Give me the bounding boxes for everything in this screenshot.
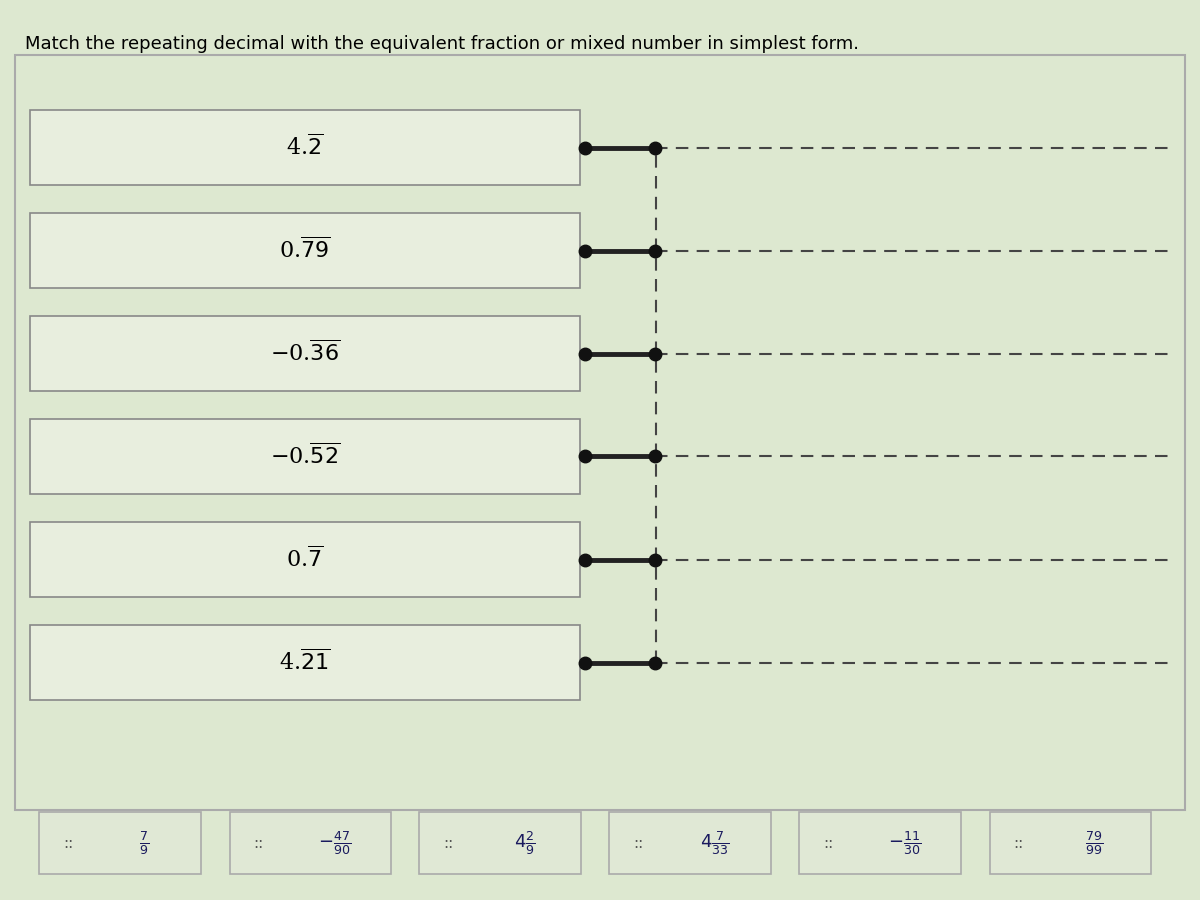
Text: ::: :: bbox=[823, 835, 834, 850]
Text: $-$0.$\overline{36}$: $-$0.$\overline{36}$ bbox=[270, 341, 340, 366]
Text: $\frac{7}{9}$: $\frac{7}{9}$ bbox=[139, 829, 150, 857]
FancyBboxPatch shape bbox=[30, 522, 580, 597]
FancyBboxPatch shape bbox=[30, 316, 580, 391]
FancyBboxPatch shape bbox=[990, 812, 1151, 874]
Text: $-\frac{11}{30}$: $-\frac{11}{30}$ bbox=[888, 829, 922, 857]
Text: $4\frac{7}{33}$: $4\frac{7}{33}$ bbox=[700, 829, 730, 857]
FancyBboxPatch shape bbox=[40, 812, 200, 874]
Text: 4.$\overline{21}$: 4.$\overline{21}$ bbox=[280, 650, 331, 675]
Text: ::: :: bbox=[253, 835, 264, 850]
Text: ::: :: bbox=[1014, 835, 1024, 850]
Text: ::: :: bbox=[634, 835, 643, 850]
Text: $-$0.$\overline{52}$: $-$0.$\overline{52}$ bbox=[270, 444, 340, 469]
FancyBboxPatch shape bbox=[799, 812, 961, 874]
FancyBboxPatch shape bbox=[610, 812, 770, 874]
Text: 0.$\overline{79}$: 0.$\overline{79}$ bbox=[280, 238, 331, 263]
FancyBboxPatch shape bbox=[30, 110, 580, 185]
Text: 4.$\overline{2}$: 4.$\overline{2}$ bbox=[287, 135, 324, 160]
Text: ::: :: bbox=[64, 835, 73, 850]
FancyBboxPatch shape bbox=[229, 812, 391, 874]
Text: $-\frac{47}{90}$: $-\frac{47}{90}$ bbox=[318, 829, 352, 857]
FancyBboxPatch shape bbox=[30, 419, 580, 494]
Text: $4\frac{2}{9}$: $4\frac{2}{9}$ bbox=[514, 829, 535, 857]
Text: ::: :: bbox=[444, 835, 454, 850]
FancyBboxPatch shape bbox=[30, 213, 580, 288]
Text: 0.$\overline{7}$: 0.$\overline{7}$ bbox=[287, 546, 324, 572]
Text: $\frac{79}{99}$: $\frac{79}{99}$ bbox=[1086, 829, 1104, 857]
Text: Match the repeating decimal with the equivalent fraction or mixed number in simp: Match the repeating decimal with the equ… bbox=[25, 35, 859, 53]
FancyBboxPatch shape bbox=[14, 55, 1186, 810]
FancyBboxPatch shape bbox=[420, 812, 581, 874]
FancyBboxPatch shape bbox=[30, 625, 580, 700]
